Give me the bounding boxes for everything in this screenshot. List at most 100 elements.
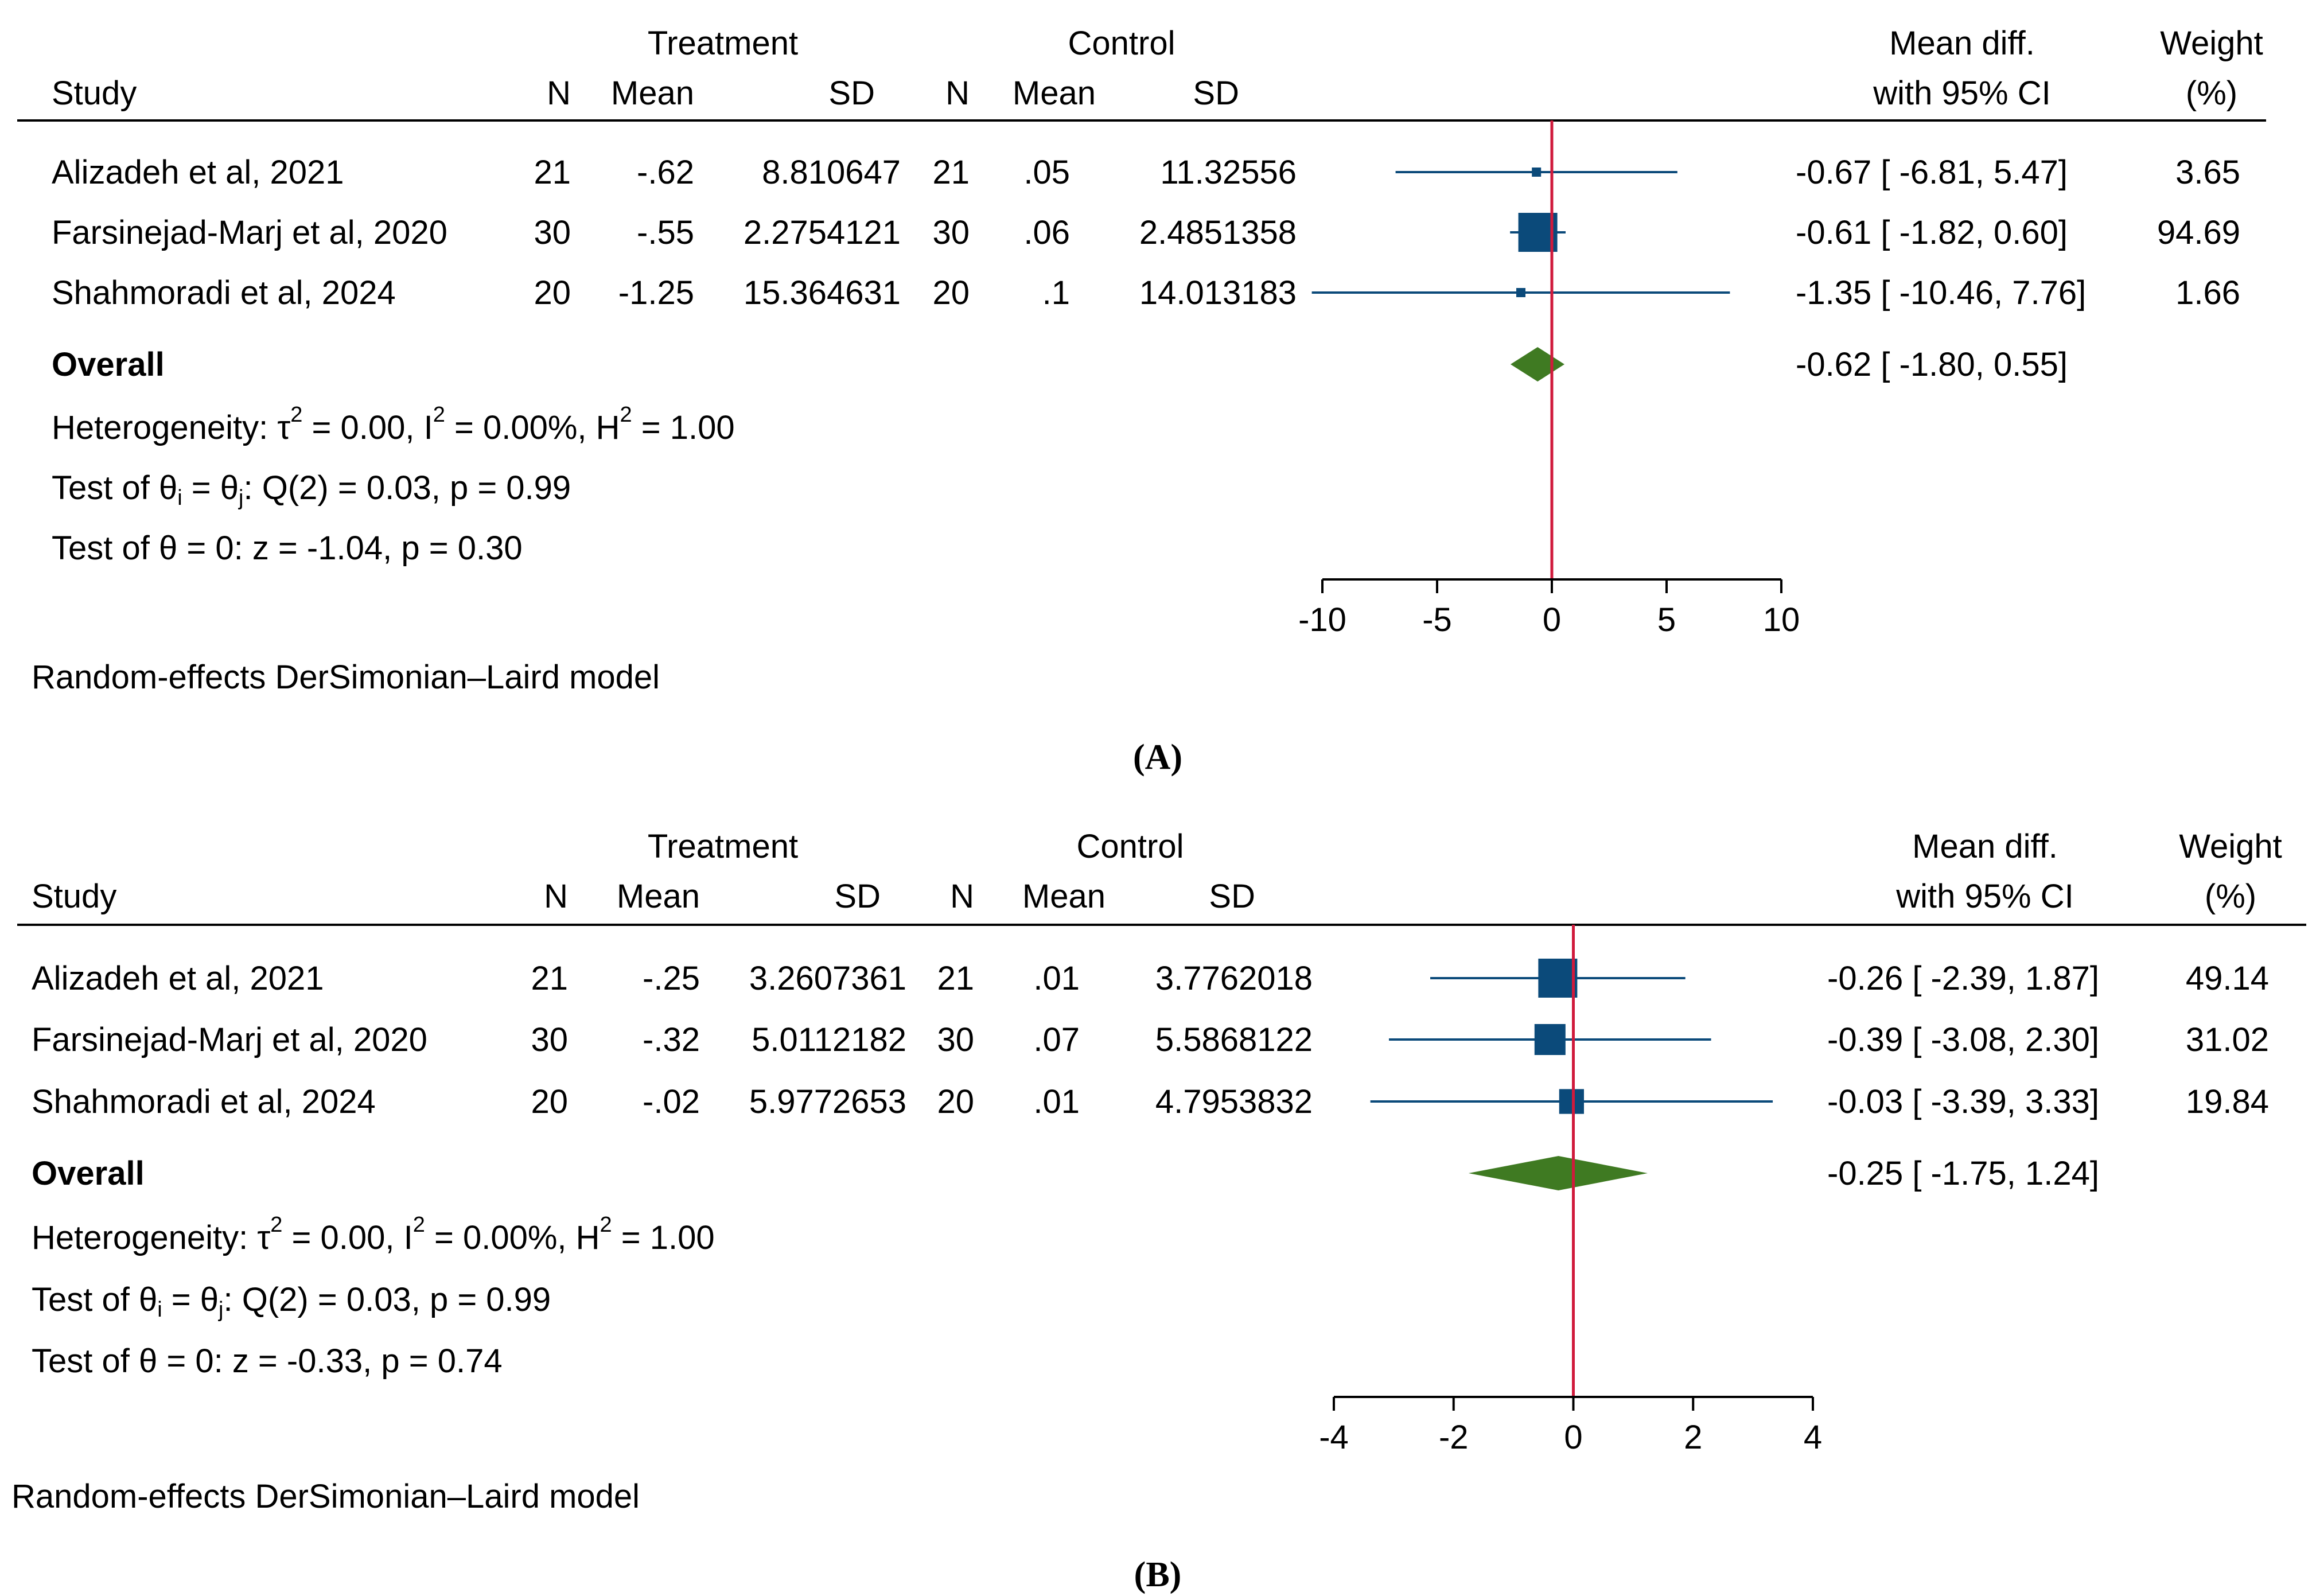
x-axis-tick-label: -10	[1298, 601, 1346, 639]
control-mean-header: Mean	[1013, 75, 1096, 112]
mean-diff-ci-text: -0.26 [ -2.39, 1.87]	[1827, 960, 2099, 997]
control-sd-value: 5.5868122	[1155, 1021, 1313, 1058]
control-mean-value: .06	[1023, 214, 1070, 251]
weight-value: 3.65	[2175, 154, 2240, 191]
study-effect-box	[1538, 959, 1578, 998]
treatment-sd-value: 5.0112182	[752, 1021, 906, 1058]
study-effect-box	[1559, 1089, 1584, 1114]
overall-effect-test: Test of θ = 0: z = -1.04, p = 0.30	[52, 530, 523, 567]
control-sd-value: 3.7762018	[1155, 960, 1313, 997]
treatment-n-header: N	[544, 878, 568, 915]
treatment-group-header: Treatment	[648, 25, 798, 62]
effect-header-line2: with 95% CI	[1873, 75, 2050, 112]
x-axis-tick-label: 0	[1543, 601, 1561, 639]
treatment-n-value: 21	[534, 154, 571, 191]
overall-ci-text: -0.25 [ -1.75, 1.24]	[1827, 1155, 2099, 1192]
weight-header-line1: Weight	[2160, 25, 2263, 62]
model-note: Random-effects DerSimonian–Laird model	[32, 659, 660, 696]
heterogeneity-stats: Heterogeneity: τ2 = 0.00, I2 = 0.00%, H2…	[32, 1213, 715, 1256]
treatment-sd-header: SD	[828, 75, 875, 112]
x-axis-tick-label: -5	[1422, 601, 1452, 639]
overall-effect-test: Test of θ = 0: z = -0.33, p = 0.74	[32, 1342, 503, 1380]
treatment-mean-value: -.62	[637, 154, 694, 191]
control-sd-header: SD	[1193, 75, 1239, 112]
treatment-mean-value: -.32	[643, 1021, 700, 1058]
treatment-mean-header: Mean	[611, 75, 694, 112]
study-effect-box	[1516, 288, 1525, 297]
weight-value: 1.66	[2175, 274, 2240, 312]
treatment-sd-header: SD	[834, 878, 881, 915]
x-axis-tick-label: 5	[1657, 601, 1676, 639]
panel-label: (B)	[1134, 1555, 1182, 1594]
weight-header-line2: (%)	[2186, 75, 2237, 112]
mean-diff-ci-text: -0.03 [ -3.39, 3.33]	[1827, 1083, 2099, 1120]
study-column-header: Study	[32, 878, 116, 915]
x-axis-tick-label: -4	[1319, 1419, 1349, 1456]
forest-panel-a: Treatment Control Mean diff. Weight Study N Me…	[17, 25, 2266, 777]
weight-value: 31.02	[2186, 1021, 2269, 1058]
control-n-value: 20	[932, 274, 970, 312]
heterogeneity-stats: Heterogeneity: τ2 = 0.00, I2 = 0.00%, H2…	[52, 403, 735, 446]
weight-header-line1: Weight	[2179, 828, 2282, 865]
control-sd-value: 14.013183	[1139, 274, 1297, 312]
mean-diff-ci-text: -0.39 [ -3.08, 2.30]	[1827, 1021, 2099, 1058]
study-column-header: Study	[52, 75, 137, 112]
control-sd-header: SD	[1209, 878, 1255, 915]
effect-header-line1: Mean diff.	[1912, 828, 2058, 865]
mean-diff-ci-text: -0.61 [ -1.82, 0.60]	[1796, 214, 2068, 251]
treatment-group-header: Treatment	[648, 828, 798, 865]
control-mean-value: .01	[1033, 960, 1080, 997]
effect-header-line1: Mean diff.	[1889, 25, 2035, 62]
control-group-header: Control	[1068, 25, 1175, 62]
mean-diff-ci-text: -0.67 [ -6.81, 5.47]	[1796, 154, 2068, 191]
treatment-mean-value: -1.25	[618, 274, 694, 312]
control-mean-value: .01	[1033, 1083, 1080, 1120]
weight-value: 19.84	[2186, 1083, 2269, 1120]
study-effect-box	[1534, 1023, 1566, 1056]
weight-value: 94.69	[2157, 214, 2240, 251]
treatment-mean-header: Mean	[617, 878, 700, 915]
treatment-sd-value: 3.2607361	[749, 960, 906, 997]
x-axis-tick-label: 2	[1684, 1419, 1702, 1456]
study-name: Farsinejad-Marj et al, 2020	[52, 214, 447, 251]
overall-label: Overall	[32, 1155, 145, 1192]
x-axis-tick-label: 0	[1564, 1419, 1582, 1456]
weight-header-line2: (%)	[2205, 878, 2256, 915]
study-effect-box	[1532, 168, 1542, 177]
study-name: Farsinejad-Marj et al, 2020	[32, 1021, 427, 1058]
x-axis-tick-label: 10	[1763, 601, 1800, 639]
study-name: Alizadeh et al, 2021	[52, 154, 344, 191]
treatment-n-header: N	[547, 75, 571, 112]
control-n-value: 21	[932, 154, 970, 191]
treatment-n-value: 20	[534, 274, 571, 312]
overall-diamond	[1511, 347, 1564, 382]
treatment-mean-value: -.25	[643, 960, 700, 997]
treatment-sd-value: 2.2754121	[744, 214, 901, 251]
weight-value: 49.14	[2186, 960, 2269, 997]
treatment-mean-value: -.02	[643, 1083, 700, 1120]
x-axis-tick-label: 4	[1804, 1419, 1822, 1456]
treatment-n-value: 20	[531, 1083, 568, 1120]
study-name: Alizadeh et al, 2021	[32, 960, 324, 997]
control-n-value: 30	[932, 214, 970, 251]
study-name: Shahmoradi et al, 2024	[52, 274, 396, 312]
effect-header-line2: with 95% CI	[1895, 878, 2073, 915]
control-mean-header: Mean	[1022, 878, 1106, 915]
treatment-sd-value: 8.810647	[762, 154, 901, 191]
homogeneity-test: Test of θi = θj: Q(2) = 0.03, p = 0.99	[32, 1281, 551, 1322]
control-n-value: 30	[937, 1021, 974, 1058]
treatment-n-value: 30	[531, 1021, 568, 1058]
control-n-value: 20	[937, 1083, 974, 1120]
homogeneity-test: Test of θi = θj: Q(2) = 0.03, p = 0.99	[52, 469, 571, 510]
treatment-mean-value: -.55	[637, 214, 694, 251]
control-mean-value: .1	[1042, 274, 1070, 312]
control-mean-value: .05	[1023, 154, 1070, 191]
overall-label: Overall	[52, 346, 165, 383]
control-n-header: N	[950, 878, 974, 915]
treatment-n-value: 21	[531, 960, 568, 997]
control-mean-value: .07	[1033, 1021, 1080, 1058]
treatment-n-value: 30	[534, 214, 571, 251]
forest-panel-b: Treatment Control Mean diff. Weight Study N Me…	[11, 828, 2306, 1594]
control-n-header: N	[945, 75, 970, 112]
